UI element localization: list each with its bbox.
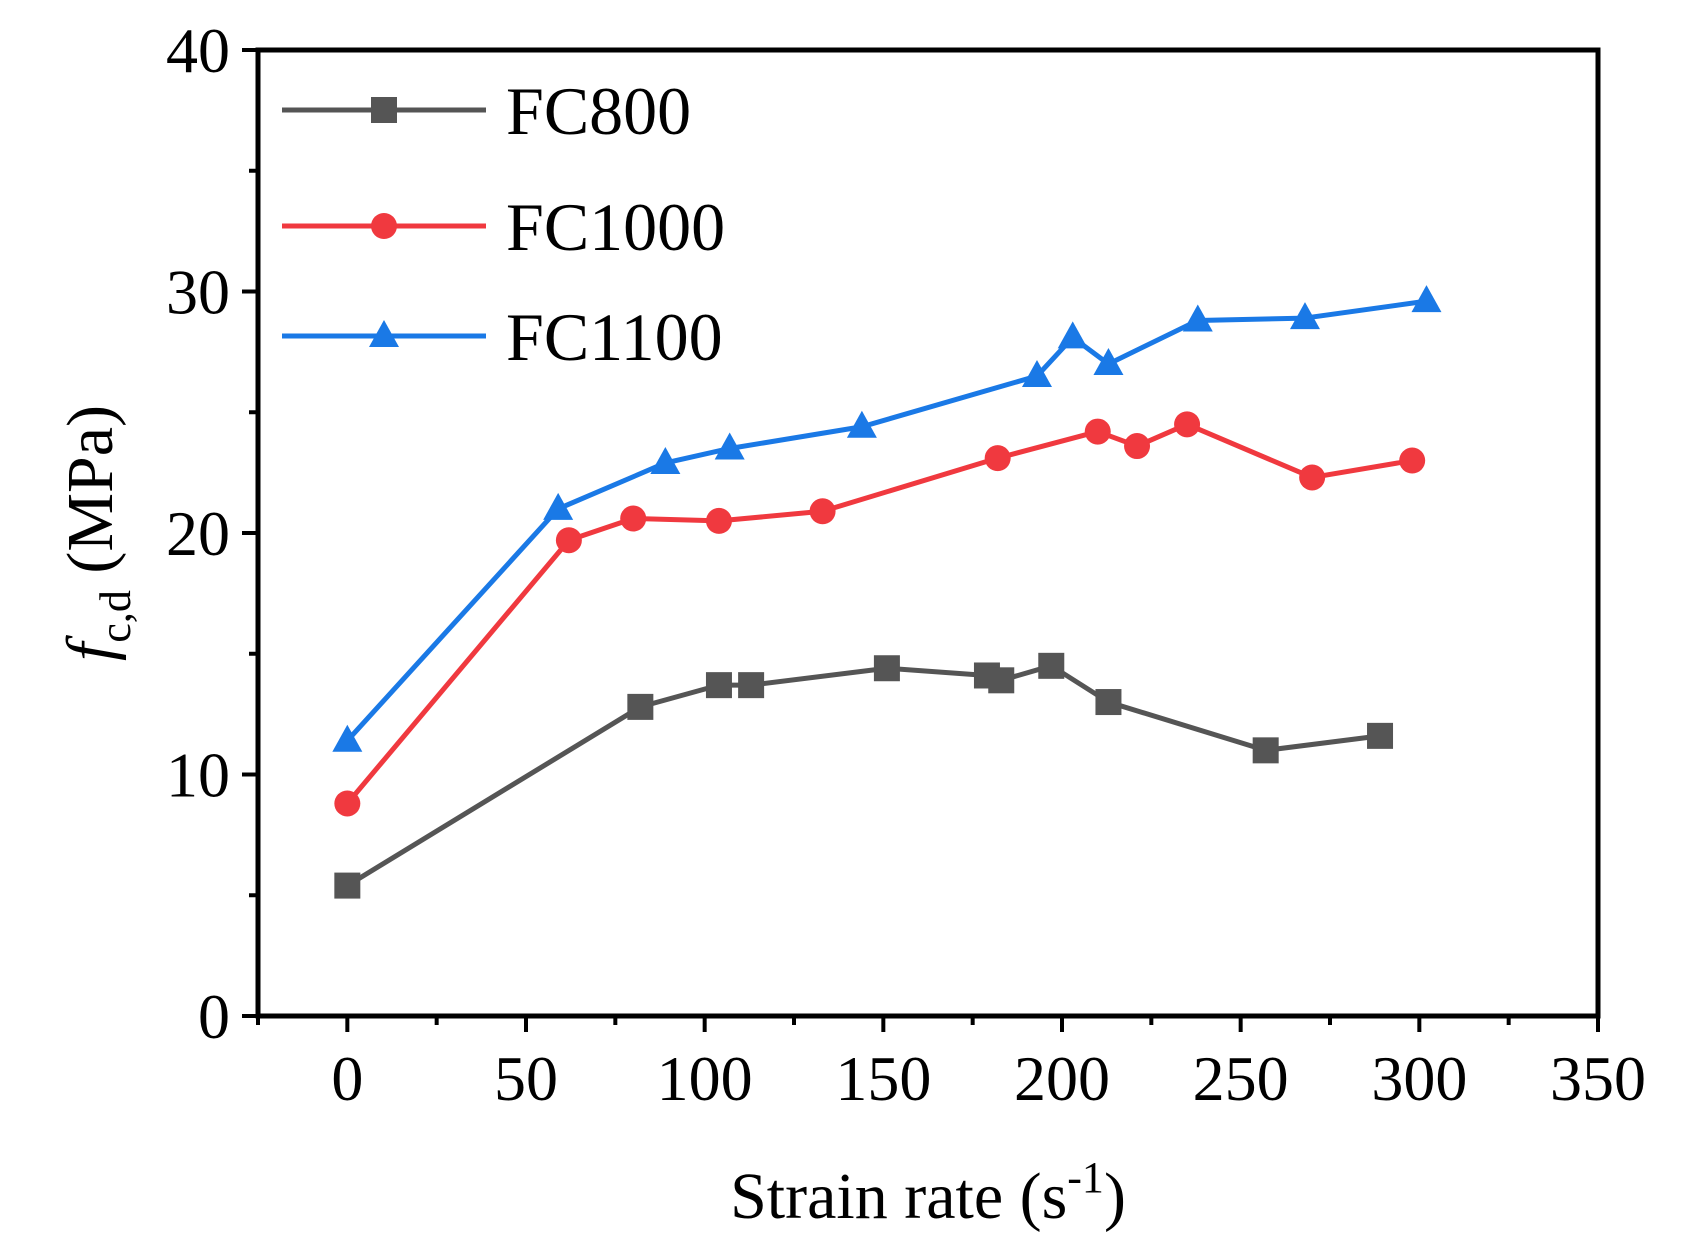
legend-item-fc1100: FC1100 <box>282 299 723 375</box>
x-tick-label: 250 <box>1193 1043 1289 1114</box>
legend-label-fc800: FC800 <box>506 73 691 149</box>
data-point-fc1100 <box>1411 285 1442 313</box>
data-point-fc1000 <box>1399 447 1426 474</box>
data-point-fc800 <box>1038 652 1065 679</box>
data-point-fc800 <box>1252 737 1279 764</box>
data-point-fc800 <box>738 672 765 699</box>
data-point-fc1100 <box>1057 321 1088 349</box>
data-point-fc800 <box>988 667 1015 694</box>
data-point-fc800 <box>334 872 361 899</box>
series-fc1100 <box>332 285 1442 752</box>
x-axis-title: Strain rate (s-1) <box>730 1153 1126 1233</box>
y-tick-label: 10 <box>166 740 230 811</box>
legend-marker-fc1100 <box>369 320 399 347</box>
data-point-fc1100 <box>1021 360 1052 388</box>
series-fc800 <box>334 652 1394 899</box>
data-point-fc1100 <box>543 492 574 520</box>
x-tick-label: 150 <box>835 1043 931 1114</box>
data-point-fc1000 <box>620 505 647 532</box>
y-tick-label: 20 <box>166 498 230 569</box>
data-point-fc1000 <box>1084 418 1111 445</box>
series-fc1000 <box>334 411 1426 817</box>
data-point-fc1000 <box>1124 433 1151 460</box>
data-point-fc1000 <box>984 445 1011 472</box>
x-tick-label: 50 <box>494 1043 558 1114</box>
x-tick-label: 350 <box>1550 1043 1646 1114</box>
data-point-fc800 <box>1095 689 1122 716</box>
x-tick-label: 0 <box>331 1043 363 1114</box>
data-point-fc1000 <box>334 790 361 817</box>
data-point-fc1100 <box>1182 304 1213 332</box>
legend-marker-fc800 <box>371 97 397 123</box>
legend-item-fc1000: FC1000 <box>282 189 725 265</box>
data-point-fc800 <box>1367 722 1394 749</box>
data-point-fc1000 <box>1174 411 1201 438</box>
data-point-fc1000 <box>705 507 732 534</box>
x-axis-title-superscript: -1 <box>1067 1153 1104 1202</box>
data-point-fc1000 <box>555 527 582 554</box>
axis-ticks: 0 50 100 150 200 250 300 350 0 10 20 30 40 <box>166 15 1646 1114</box>
data-point-fc1100 <box>714 432 745 460</box>
data-point-fc1100 <box>650 446 681 474</box>
legend-item-fc800: FC800 <box>282 73 691 149</box>
data-point-fc1100 <box>1289 302 1320 330</box>
y-tick-label: 0 <box>198 981 230 1052</box>
data-point-fc800 <box>705 672 732 699</box>
data-point-fc800 <box>873 655 900 682</box>
x-axis-title-close: ) <box>1104 1160 1126 1233</box>
series-line-fc800 <box>346 663 1381 888</box>
x-tick-label: 100 <box>657 1043 753 1114</box>
data-point-fc800 <box>627 693 654 720</box>
y-tick-label: 40 <box>166 15 230 86</box>
legend: FC800 FC1000 FC1100 <box>282 73 725 375</box>
plot-frame <box>255 47 1601 1019</box>
x-tick-label: 200 <box>1014 1043 1110 1114</box>
x-tick-label: 300 <box>1371 1043 1467 1114</box>
x-axis-title-main: Strain rate (s <box>730 1160 1067 1233</box>
data-point-fc1000 <box>809 498 836 525</box>
y-axis-title-subscript: c,d <box>91 590 140 643</box>
legend-marker-fc1000 <box>371 213 397 239</box>
series-layer <box>332 285 1442 899</box>
data-point-fc1100 <box>846 410 877 438</box>
y-tick-label: 30 <box>166 257 230 328</box>
legend-label-fc1000: FC1000 <box>506 189 725 265</box>
y-axis-title: fc,d (MPa) <box>54 405 140 661</box>
data-point-fc1000 <box>1299 464 1326 491</box>
y-axis-title-unit: (MPa) <box>54 405 127 590</box>
data-point-fc1100 <box>1093 347 1124 375</box>
data-point-fc1100 <box>332 724 363 752</box>
legend-label-fc1100: FC1100 <box>506 299 723 375</box>
